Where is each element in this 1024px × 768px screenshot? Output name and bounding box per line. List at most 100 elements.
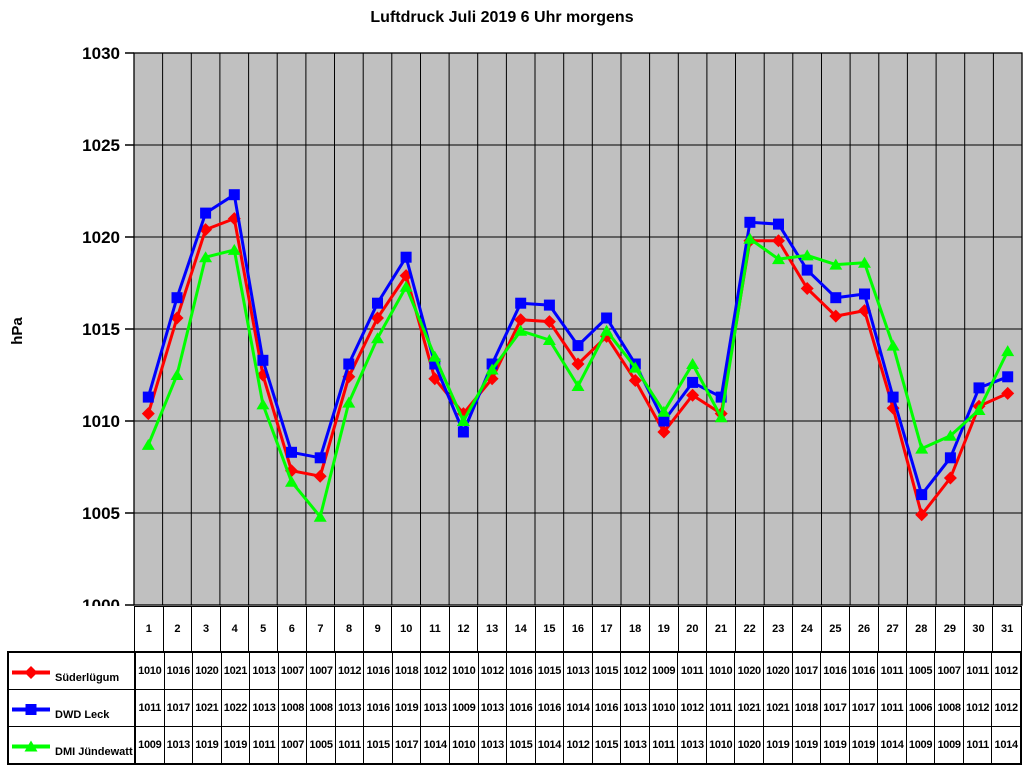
table-cell: 1014 [994,739,1019,751]
marker-diamond-icon [371,311,384,325]
marker-square-icon [343,358,355,370]
table-cell: 1016 [593,690,622,726]
marker-triangle-icon [886,339,900,351]
table-cell: 1011 [336,727,365,763]
legend-series-name: Süderlügum [55,672,120,684]
table-cell: 1013 [564,653,593,689]
table-cell: 1013 [421,690,451,726]
day-header-cell: 24 [793,607,822,651]
day-header-cell: 9 [364,607,393,651]
table-cell: 1016 [165,653,194,689]
marker-diamond-icon [943,471,957,485]
table-cell: 1010 [450,727,479,763]
table-cell: 1008 [279,690,308,726]
table-cell: 1014 [878,727,907,763]
table-cell: 1015 [507,727,536,763]
table-cell: 1012 [564,727,593,763]
value-table: 1010 1016 1020 1021 1013 1007 1007 1012 1016 1018… [134,651,1022,765]
marker-square-icon [171,292,183,304]
marker-square-icon [515,297,527,309]
marker-square-icon [286,446,297,458]
marker-triangle-icon [858,256,871,268]
day-header-cell: 10 [392,607,422,651]
table-cell: 1014 [536,727,565,763]
legend-triangle-up-icon [12,740,50,751]
marker-triangle-icon [170,369,184,380]
y-tick-label: 1000 [82,596,120,606]
day-header-cell: 13 [478,607,507,651]
day-header-cell: 20 [679,607,708,651]
table-cell: 1015 [593,727,622,763]
table-cell: 1020 [735,727,765,763]
table-cell: 1009 [136,727,165,763]
day-header-cell: 21 [707,607,736,651]
marker-square-icon [543,299,555,311]
chart-title: Luftdruck Juli 2019 6 Uhr morgens [370,9,634,26]
marker-triangle-icon [485,363,499,375]
table-cell: 1021 [222,653,251,689]
table-cell: 1008 [935,690,964,726]
marker-triangle-icon [285,475,298,487]
marker-square-icon [801,264,813,276]
table-cell: 1012 [479,653,508,689]
y-tick-label: 1010 [82,412,120,431]
marker-triangle-icon [514,324,528,336]
marker-triangle-icon [256,398,270,410]
table-cell: 1016 [507,653,536,689]
table-cell: 1012 [336,653,365,689]
legend-series-name: DMI Jündewatt [55,746,133,758]
marker-triangle-icon [141,438,155,450]
marker-triangle-icon [600,324,614,336]
table-cell: 1009 [935,727,964,763]
marker-square-icon [572,340,584,352]
table-cell: 1015 [593,653,622,689]
marker-triangle-icon [1001,345,1015,357]
day-header-cell: 11 [421,607,450,651]
marker-square-icon [687,376,699,388]
marker-diamond-icon [686,388,700,402]
table-cell: 1013 [479,727,508,763]
marker-triangle-icon [227,243,241,255]
table-cell: 1012 [964,690,993,726]
table-cell: 1015 [536,653,565,689]
table-cell: 1008 [307,690,336,726]
table-cell: 1017 [850,690,879,726]
table-cell: 1009 [450,690,479,726]
marker-diamond-icon [542,315,556,329]
day-header-cell: 3 [192,607,221,651]
table-cell: 1012 [994,702,1019,714]
marker-triangle-icon [542,334,556,345]
legend-item: Süderlügum [9,653,134,690]
marker-triangle-icon [943,429,957,441]
table-cell: 1015 [364,727,393,763]
table-cell: 1007 [279,727,308,763]
table-cell: 1010 [650,690,679,726]
table-cell: 1013 [165,727,194,763]
marker-diamond-icon [915,508,929,522]
marker-triangle-icon [829,258,843,270]
y-tick-label: 1015 [82,320,120,339]
table-cell: 1013 [336,690,365,726]
table-cell: 1010 [707,727,736,763]
day-header-cell: 8 [335,607,364,651]
marker-square-icon [1002,371,1014,383]
day-header-cell: 2 [164,607,193,651]
marker-square-icon [228,189,240,201]
table-cell: 1011 [964,727,993,763]
marker-triangle-icon [399,280,413,292]
table-row: 1011 1017 1021 1022 1013 1008 1008 1013 1016 1019… [136,690,1020,727]
marker-square-icon [859,288,870,300]
table-cell: 1012 [621,653,650,689]
day-header-cell: 28 [907,607,937,651]
legend-item: DWD Leck [9,690,134,727]
marker-square-icon [715,391,727,403]
marker-square-icon [944,452,956,464]
day-header-cell: 17 [593,607,622,651]
marker-triangle-icon [456,415,470,426]
marker-square-icon [200,207,212,219]
marker-triangle-icon [428,350,442,362]
table-cell: 1016 [536,690,565,726]
table-cell: 1011 [250,727,279,763]
legend-square-icon [12,703,50,715]
